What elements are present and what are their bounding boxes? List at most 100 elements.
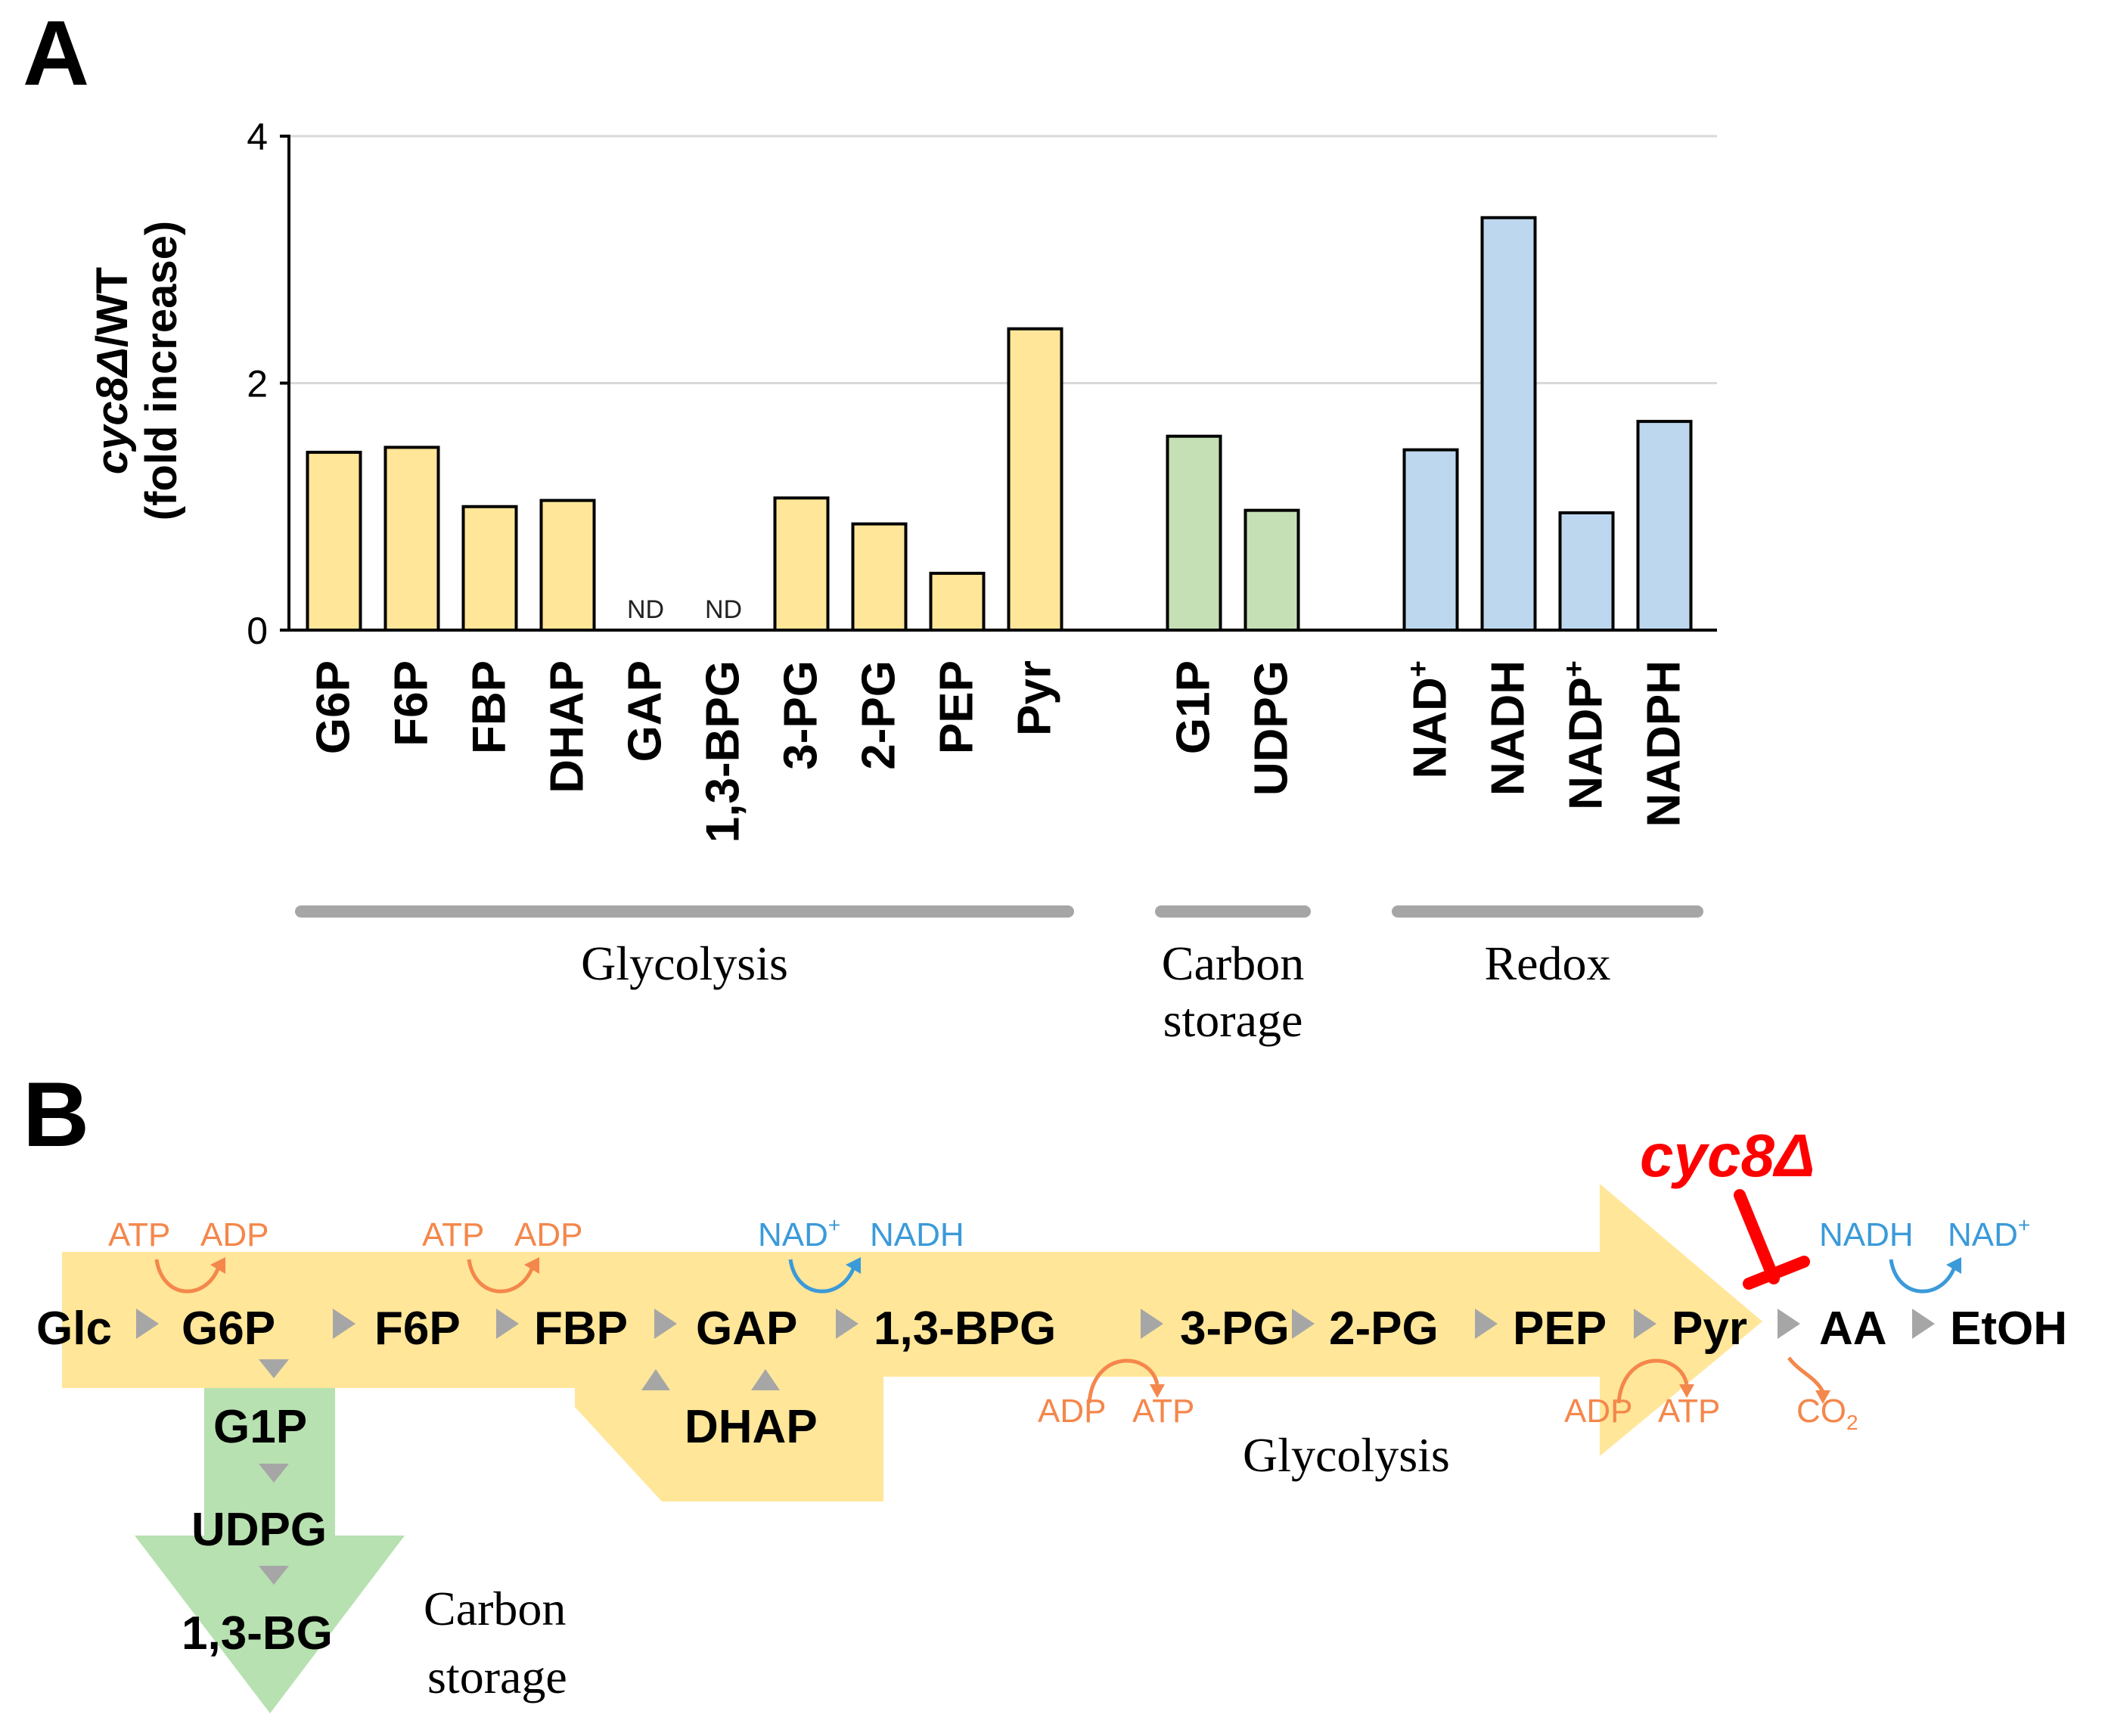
bar-3pg	[773, 496, 830, 632]
x-tick-label-text: NADP	[1560, 677, 1613, 810]
x-tick-label-text: NAD	[1405, 677, 1457, 778]
x-tick-label: G1P	[1168, 660, 1220, 754]
arrow-glc-g6p	[136, 1309, 159, 1339]
group-label: Redox	[1484, 936, 1610, 990]
panel-a-label: A	[23, 2, 89, 104]
gridlines	[289, 135, 1717, 384]
bar-dhap	[539, 498, 596, 632]
x-tick-label-text: NADH	[1483, 660, 1535, 796]
arrow-g6p-f6p	[333, 1309, 356, 1339]
arrow-f6p-fbp	[496, 1309, 519, 1339]
panel-b-label: B	[23, 1063, 89, 1166]
nd-label: ND	[705, 595, 742, 624]
bar-nadp	[1558, 511, 1615, 632]
node-3pg: 3-PG	[1180, 1303, 1290, 1355]
x-tick-label-text: G6P	[308, 660, 360, 754]
x-tick-label: DHAP	[542, 660, 594, 793]
x-tick-label: 3-PG	[775, 660, 827, 770]
label-atp-1: ATP	[108, 1216, 170, 1253]
x-tick-label-text: Pyr	[1009, 660, 1061, 736]
x-tick-label: FBP	[464, 660, 516, 754]
bar-nad	[1402, 448, 1459, 632]
mutant-inhibition-bar	[1743, 1256, 1810, 1290]
arrow-udpg-13bg	[259, 1566, 289, 1585]
label-adp-1: ADP	[200, 1216, 269, 1253]
carbon-storage-arrow-shape	[135, 1388, 405, 1713]
label-co2-text: CO	[1796, 1393, 1846, 1430]
node-g1p: G1P	[213, 1401, 307, 1453]
label-co2-sub: 2	[1846, 1411, 1858, 1434]
arrow-3pg-2pg	[1292, 1309, 1315, 1339]
bar-g6p	[306, 450, 362, 632]
bar-nadph	[1636, 420, 1693, 632]
node-etoh: EtOH	[1950, 1303, 2067, 1355]
node-f6p: F6P	[374, 1303, 461, 1355]
arrow-pyr-aa	[1778, 1309, 1800, 1339]
label-adp-3: ADP	[1038, 1393, 1106, 1430]
x-tick-label-text: PEP	[931, 660, 983, 754]
x-tick-label: NAD+	[1403, 660, 1457, 779]
x-tick-label-text: F6P	[386, 660, 438, 747]
node-13bpg: 1,3-BPG	[874, 1303, 1056, 1355]
arrow-fbp-gap	[654, 1309, 677, 1339]
bar-f6p	[383, 446, 440, 632]
label-adp-2: ADP	[514, 1216, 582, 1253]
x-tick-label: PEP	[931, 660, 983, 754]
label-nad-1-text: NAD	[758, 1216, 828, 1253]
group-label: Carbon	[1162, 936, 1304, 990]
curve-nad-nadh-1	[788, 1259, 857, 1293]
x-tick-label: GAP	[619, 660, 672, 762]
label-adp-4: ADP	[1564, 1393, 1632, 1430]
node-g6p: G6P	[182, 1303, 275, 1355]
x-tick-label-text: 1,3-BPG	[697, 660, 750, 843]
arrowhead-3	[846, 1257, 861, 1274]
x-tick-label: NADP+	[1559, 660, 1613, 810]
label-co2: CO2	[1796, 1393, 1858, 1434]
y-axis-title: cyc8Δ/WT	[88, 267, 137, 474]
glycolysis-arrow-shape	[62, 1184, 1762, 1502]
arrow-pep-pyr	[1634, 1309, 1656, 1339]
bar-2pg	[851, 522, 908, 632]
cofactor-curves	[154, 1259, 1958, 1404]
y-tick-label: 4	[247, 116, 268, 158]
arrow-gap-13bpg	[836, 1309, 858, 1339]
x-tick-label: 1,3-BPG	[697, 660, 750, 843]
x-tick-label-text: 3-PG	[775, 660, 827, 770]
node-pep: PEP	[1513, 1303, 1607, 1355]
nd-label: ND	[627, 595, 664, 624]
x-tick-label: NADPH	[1638, 660, 1691, 827]
curve-atp-adp-1	[154, 1259, 222, 1293]
label-atp-3: ATP	[1132, 1393, 1194, 1430]
curve-adp-atp-4	[1616, 1359, 1689, 1404]
x-tick-label-sup: +	[1559, 660, 1591, 677]
glycolysis-pathway-label: Glycolysis	[1243, 1428, 1450, 1482]
bar-udpg	[1244, 508, 1300, 632]
arrow-2pg-pep	[1475, 1309, 1498, 1339]
x-tick-label: 2-PG	[853, 660, 905, 770]
x-tick-label-text: UDPG	[1246, 660, 1298, 796]
label-nad-2-text: NAD	[1948, 1216, 2018, 1253]
node-2pg: 2-PG	[1329, 1303, 1439, 1355]
bar-g1p	[1166, 434, 1222, 632]
x-tick-label-text: G1P	[1168, 660, 1220, 754]
arrowhead-1	[210, 1257, 225, 1274]
arrow-dhap-gap	[751, 1369, 780, 1390]
label-nad-1: NAD+	[758, 1213, 840, 1253]
label-nad-2-sup: +	[2018, 1213, 2030, 1237]
bar-pep	[929, 571, 986, 632]
y-axis-subtitle: (fold increase)	[137, 221, 186, 520]
label-nadh-1: NADH	[870, 1216, 964, 1253]
curve-atp-adp-2	[467, 1259, 536, 1293]
x-tick-label-text: GAP	[619, 660, 672, 762]
y-tick-label: 0	[247, 610, 268, 652]
label-nad-1-sup: +	[828, 1213, 840, 1237]
x-tick-label-sup: +	[1403, 660, 1435, 677]
x-tick-label-text: 2-PG	[853, 660, 905, 770]
y-axis-title-line1: cyc8Δ/WT	[88, 267, 137, 474]
mutant-inhibition-line	[1734, 1189, 1780, 1284]
node-gap: GAP	[696, 1303, 797, 1355]
x-tick-label-text: NADPH	[1638, 660, 1691, 827]
y-axis-title-italic: cyc8Δ	[88, 347, 137, 474]
arrow-13bpg-3pg	[1141, 1309, 1163, 1339]
